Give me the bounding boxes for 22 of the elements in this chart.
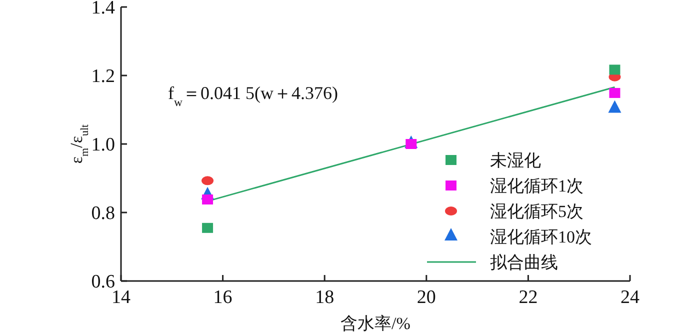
x-tick-label: 16	[213, 287, 232, 308]
x-tick-label: 24	[620, 287, 640, 308]
point	[609, 88, 620, 98]
x-axis-title: 含水率/%	[340, 314, 410, 333]
y-tick-label: 0.8	[91, 203, 115, 224]
legend-label: 湿化循环10次	[490, 227, 592, 246]
x-tick-label: 22	[518, 287, 538, 308]
point	[406, 139, 417, 149]
y-tick-label: 1.0	[91, 134, 115, 156]
point	[202, 194, 214, 204]
point	[609, 64, 620, 75]
y-tick-label: 1.4	[91, 0, 116, 19]
x-tick-label: 20	[416, 287, 436, 308]
legend-label: 湿化循环1次	[490, 176, 584, 196]
legend-label: 拟合曲线	[490, 252, 558, 272]
annotation: f$_{w}$＝0.041 5(w＋4.376)	[168, 83, 338, 108]
x-tick-label: 18	[315, 287, 334, 308]
point	[202, 222, 214, 233]
y-tick-label: 1.2	[91, 66, 115, 88]
point	[202, 176, 214, 186]
legend-label: 湿化循环5次	[490, 202, 584, 221]
legend-label: 未湿化	[490, 150, 541, 170]
